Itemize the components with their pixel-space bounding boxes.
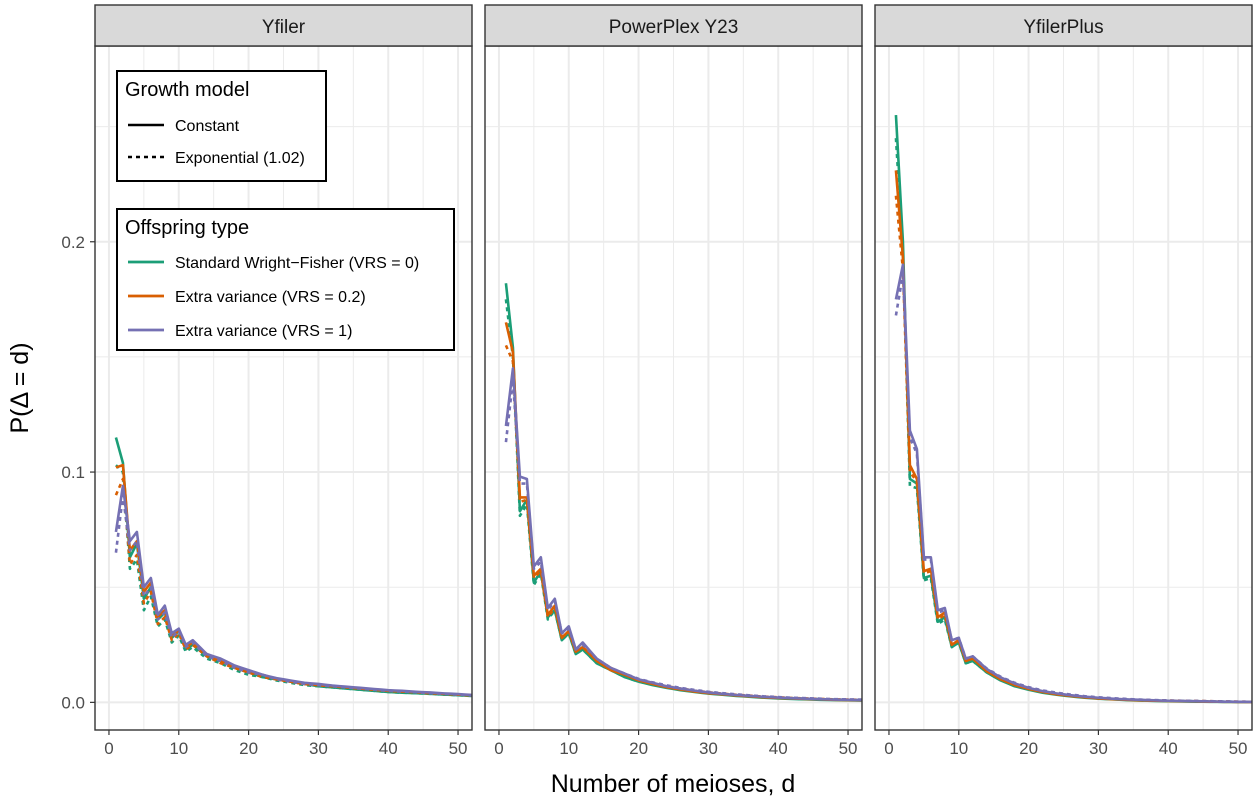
series-line-vrs02-dashed: [504, 344, 862, 702]
legend-growth-model: Growth model Constant Exponential (1.02): [116, 70, 327, 182]
legend-label: Exponential (1.02): [175, 150, 305, 167]
gridlines: [485, 46, 862, 730]
x-tick-label: 30: [1089, 739, 1108, 758]
x-axis: 0 10 20 30 40 50: [494, 730, 857, 758]
x-tick-label: 40: [1159, 739, 1178, 758]
x-axis: 0 10 20 30 40 50: [104, 730, 467, 758]
y-tick-label: 0.2: [61, 233, 85, 252]
x-tick-label: 50: [449, 739, 468, 758]
legend-offspring-type: Offspring type Standard Wright−Fisher (VR…: [116, 208, 455, 351]
facet-title: Yfiler: [262, 17, 306, 38]
legend-label: Extra variance (VRS = 0.2): [175, 289, 366, 306]
facet-panel-2: PowerPlex Y23 0 10 20 30 40 50: [484, 4, 863, 758]
legend-box: [116, 70, 327, 182]
y-axis-title: P(Δ = d): [6, 342, 34, 433]
facet-strip: [94, 4, 473, 47]
x-axis: 0 10 20 30 40 50: [884, 730, 1247, 758]
x-tick-label: 50: [839, 739, 858, 758]
x-tick-label: 30: [699, 739, 718, 758]
legend-box: [116, 208, 455, 351]
x-tick-label: 20: [629, 739, 648, 758]
legend-label: Standard Wright−Fisher (VRS = 0): [175, 255, 419, 272]
x-tick-label: 10: [949, 739, 968, 758]
y-tick-label: 0.0: [61, 693, 85, 712]
facet-title: PowerPlex Y23: [609, 17, 739, 38]
series-group: [504, 283, 862, 702]
facet-strip: [874, 4, 1253, 47]
x-tick-label: 20: [239, 739, 258, 758]
x-tick-label: 40: [379, 739, 398, 758]
y-axis: 0.0 0.1 0.2: [61, 233, 95, 712]
series-line-vrs02-dashed: [894, 195, 1252, 704]
series-line-vrs1-dashed: [114, 493, 472, 697]
series-line-vrs1-solid: [894, 263, 1252, 704]
x-tick-label: 0: [494, 739, 503, 758]
legend-label: Extra variance (VRS = 1): [175, 323, 352, 340]
legend-title: Growth model: [125, 79, 250, 101]
series-line-wf-dashed: [504, 299, 862, 702]
series-group: [894, 115, 1252, 704]
x-tick-label: 20: [1019, 739, 1038, 758]
x-tick-label: 40: [769, 739, 788, 758]
series-line-vrs02-dashed: [114, 477, 472, 697]
facet-panel-3: YfilerPlus 0 10 20 30 40 50: [874, 4, 1253, 758]
series-group: [114, 437, 472, 698]
x-axis-title: Number of meioses, d: [551, 770, 796, 798]
x-tick-label: 0: [104, 739, 113, 758]
facet-title: YfilerPlus: [1023, 17, 1103, 38]
legend-title: Offspring type: [125, 217, 249, 239]
x-tick-label: 10: [559, 739, 578, 758]
x-tick-label: 50: [1229, 739, 1248, 758]
x-tick-label: 10: [169, 739, 188, 758]
legend-label: Constant: [175, 118, 240, 135]
y-tick-label: 0.1: [61, 463, 85, 482]
x-tick-label: 0: [884, 739, 893, 758]
facet-strip: [484, 4, 863, 47]
series-line-vrs1-dashed: [504, 378, 862, 701]
x-tick-label: 30: [309, 739, 328, 758]
